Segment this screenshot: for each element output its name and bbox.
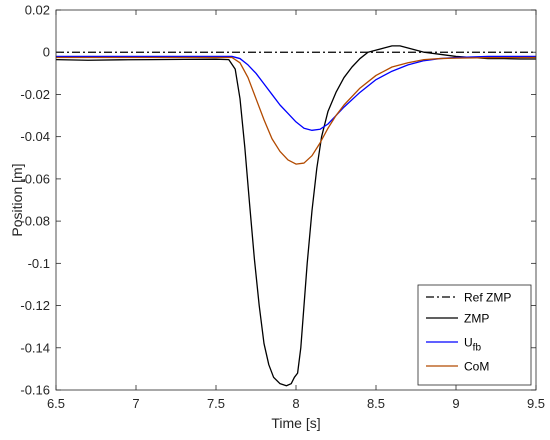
x-tick-label: 9.5 — [527, 396, 545, 411]
series-layer — [56, 45, 536, 387]
x-tick-label: 6.5 — [47, 396, 65, 411]
x-tick-label: 7.5 — [207, 396, 225, 411]
legend-label: CoM — [464, 360, 489, 374]
axes: 6.5 7 7.5 8 8.5 9 9.5 0.02 0 -0.02 -0.04 -0.06 -0.08… — [20, 3, 545, 412]
legend-label-subscript: fb — [473, 343, 482, 354]
legend-label-text: CoM — [464, 360, 489, 374]
series-line-zmp — [56, 45, 536, 387]
legend-label-text: ZMP — [464, 312, 489, 326]
legend-label: Ufb — [464, 336, 481, 354]
legend-label: Ref ZMP — [464, 291, 511, 305]
y-tick-label: -0.1 — [28, 256, 50, 271]
series-line-com — [56, 56, 536, 165]
x-tick-label: 9 — [452, 396, 459, 411]
y-tick-label: -0.04 — [20, 129, 50, 144]
y-tick-label: -0.14 — [20, 340, 50, 355]
x-tick-label: 8.5 — [367, 396, 385, 411]
series-line-u-fb — [56, 55, 536, 131]
y-tick-label: -0.16 — [20, 383, 50, 398]
x-tick-label: 8 — [292, 396, 299, 411]
legend: Ref ZMP ZMP Ufb CoM — [417, 284, 532, 386]
x-tick-label: 7 — [132, 396, 139, 411]
x-axis-title: Time [s] — [271, 415, 320, 431]
y-tick-label: -0.08 — [20, 214, 50, 229]
legend-label: ZMP — [464, 312, 489, 326]
legend-label-text: U — [464, 336, 473, 350]
y-tick-label: -0.12 — [20, 298, 50, 313]
y-tick-label: -0.06 — [20, 171, 50, 186]
y-tick-label: -0.02 — [20, 87, 50, 102]
legend-box — [417, 284, 532, 386]
y-tick-label: 0 — [43, 45, 50, 60]
legend-label-text: Ref ZMP — [464, 291, 511, 305]
y-tick-label: 0.02 — [25, 3, 50, 18]
y-axis-title: Position [m] — [9, 163, 25, 236]
